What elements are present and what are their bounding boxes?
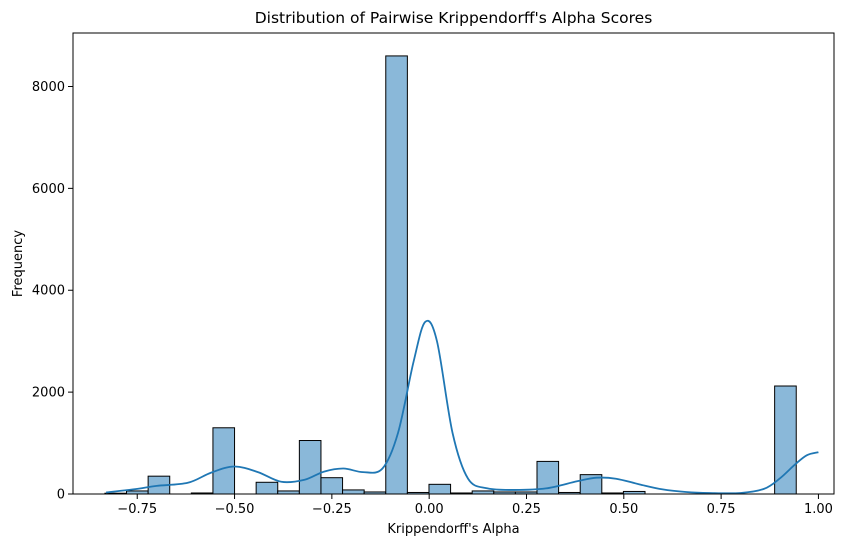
x-tick-label: 0.25 bbox=[512, 502, 541, 517]
x-tick-label: 1.00 bbox=[804, 502, 833, 517]
x-tick-label: 0.50 bbox=[609, 502, 638, 517]
axes-frame bbox=[72, 32, 835, 495]
histogram-bar bbox=[212, 427, 236, 495]
histogram-bar bbox=[320, 477, 344, 495]
x-axis-label: Krippendorff's Alpha bbox=[387, 522, 519, 537]
histogram-bars bbox=[104, 55, 797, 495]
y-axis-label: Frequency bbox=[11, 230, 26, 297]
y-tick-label: 8000 bbox=[32, 80, 65, 95]
histogram-bar bbox=[255, 481, 279, 495]
y-tick-label: 2000 bbox=[32, 386, 65, 401]
x-tick-label: −0.50 bbox=[215, 502, 255, 517]
histogram-bar bbox=[385, 55, 408, 495]
x-tick-label: 0.75 bbox=[707, 502, 736, 517]
histogram-bar bbox=[428, 483, 452, 495]
x-tick-label: 0.00 bbox=[415, 502, 444, 517]
y-tick-label: 6000 bbox=[32, 182, 65, 197]
kde-curve bbox=[105, 319, 819, 495]
y-axis-ticks: 0 2000 4000 6000 8000 bbox=[32, 80, 73, 503]
x-tick-label: −0.75 bbox=[117, 502, 157, 517]
x-axis-ticks: −0.75 −0.50 −0.25 0.00 0.25 0.50 0.75 1.00 bbox=[117, 494, 833, 517]
histogram-bar bbox=[342, 489, 365, 495]
chart-title: Distribution of Pairwise Krippendorff's … bbox=[255, 9, 653, 27]
x-tick-label: −0.25 bbox=[312, 502, 352, 517]
y-tick-label: 4000 bbox=[32, 284, 65, 299]
histogram-bar bbox=[298, 440, 322, 495]
y-tick-label: 0 bbox=[57, 488, 65, 503]
histogram-bar bbox=[774, 385, 797, 495]
